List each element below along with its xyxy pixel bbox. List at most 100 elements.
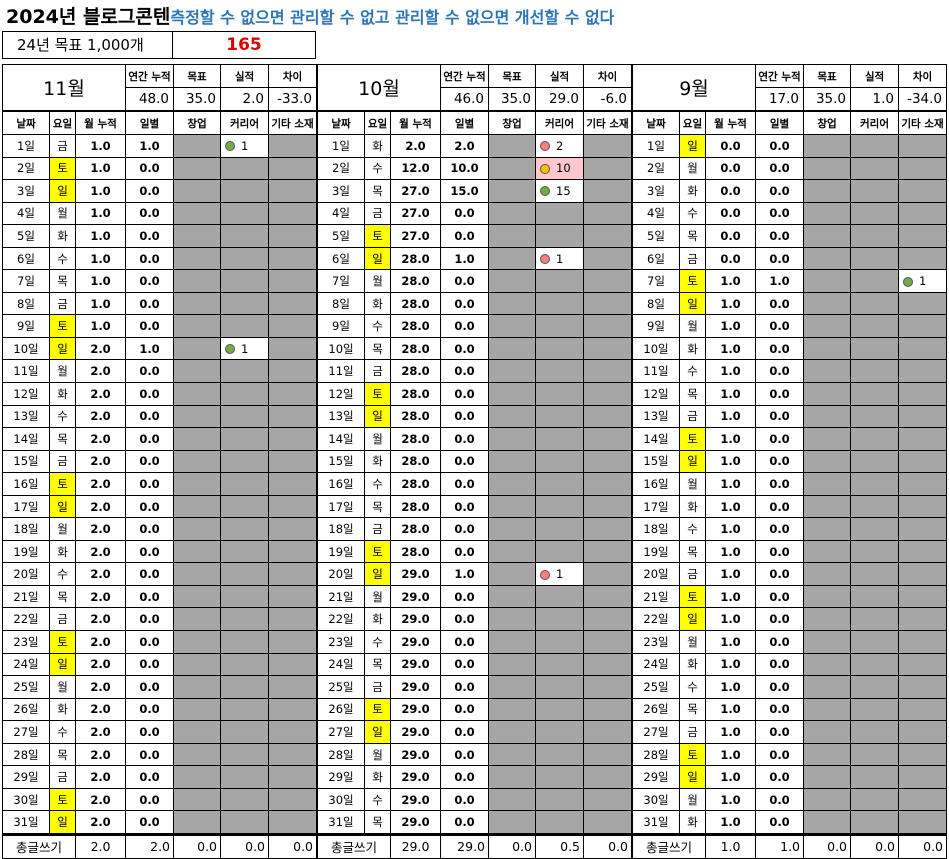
startup-cell[interactable] bbox=[173, 404, 221, 429]
diff-header[interactable]: 차이 bbox=[898, 64, 948, 88]
startup-cell[interactable] bbox=[488, 652, 536, 677]
daily-cell[interactable]: 0.0 bbox=[440, 201, 489, 226]
date-cell[interactable]: 14일 bbox=[2, 427, 50, 451]
diff-header[interactable]: 차이 bbox=[268, 64, 318, 88]
daily-cell[interactable]: 0.0 bbox=[755, 607, 804, 632]
etc-cell[interactable] bbox=[898, 584, 947, 609]
dow-cell[interactable]: 금 bbox=[364, 517, 391, 541]
daily-cell[interactable]: 0.0 bbox=[440, 607, 489, 632]
dow-cell[interactable]: 화 bbox=[679, 179, 706, 203]
month-cum-cell[interactable]: 1.0 bbox=[705, 652, 756, 677]
month-cum-cell[interactable]: 2.0 bbox=[75, 607, 126, 632]
date-cell[interactable]: 15일 bbox=[632, 449, 680, 474]
date-cell[interactable]: 12일 bbox=[2, 382, 50, 406]
date-cell[interactable]: 31일 bbox=[632, 810, 680, 834]
career-cell[interactable] bbox=[220, 539, 269, 564]
etc-cell[interactable] bbox=[268, 607, 317, 632]
startup-cell[interactable] bbox=[173, 584, 221, 609]
date-cell[interactable]: 24일 bbox=[2, 652, 50, 677]
career-cell[interactable] bbox=[535, 336, 584, 361]
month-cum-cell[interactable]: 2.0 bbox=[75, 630, 126, 654]
dow-cell[interactable]: 화 bbox=[49, 539, 76, 564]
daily-cell[interactable]: 0.0 bbox=[125, 179, 174, 203]
daily-cell[interactable]: 0.0 bbox=[440, 720, 489, 744]
total-etc[interactable]: 0.0 bbox=[583, 833, 633, 859]
career-cell[interactable] bbox=[535, 539, 584, 564]
dow-cell[interactable]: 수 bbox=[49, 562, 76, 586]
dow-cell[interactable]: 일 bbox=[49, 494, 76, 519]
etc-cell[interactable] bbox=[583, 134, 632, 158]
startup-cell[interactable] bbox=[488, 382, 536, 406]
dow-cell[interactable]: 목 bbox=[364, 179, 391, 203]
career-cell[interactable] bbox=[850, 224, 899, 248]
daily-cell[interactable]: 0.0 bbox=[125, 765, 174, 789]
month-cum-cell[interactable]: 1.0 bbox=[75, 179, 126, 203]
etc-header[interactable]: 기타 소재 bbox=[268, 111, 317, 135]
month-name[interactable]: 11월 bbox=[1, 64, 127, 111]
startup-cell[interactable] bbox=[803, 810, 851, 834]
annual-cum-value[interactable]: 48.0 bbox=[125, 87, 175, 111]
daily-cell[interactable]: 0.0 bbox=[125, 720, 174, 744]
etc-cell[interactable] bbox=[268, 201, 317, 226]
etc-cell[interactable] bbox=[898, 810, 947, 834]
startup-cell[interactable] bbox=[803, 404, 851, 429]
date-cell[interactable]: 25일 bbox=[632, 675, 680, 699]
startup-cell[interactable] bbox=[803, 517, 851, 541]
dow-cell[interactable]: 일 bbox=[679, 607, 706, 632]
month-cum-cell[interactable]: 2.0 bbox=[75, 494, 126, 519]
career-cell[interactable] bbox=[220, 765, 269, 789]
total-label[interactable]: 총글쓰기 bbox=[1, 833, 77, 859]
dow-cell[interactable]: 일 bbox=[679, 134, 706, 158]
dow-cell[interactable]: 목 bbox=[49, 427, 76, 451]
startup-cell[interactable] bbox=[803, 291, 851, 316]
etc-cell[interactable] bbox=[268, 787, 317, 812]
diff-value[interactable]: -34.0 bbox=[898, 87, 948, 111]
month-cum-cell[interactable]: 27.0 bbox=[390, 179, 441, 203]
month-cum-cell[interactable]: 2.0 bbox=[75, 336, 126, 361]
date-cell[interactable]: 3일 bbox=[2, 179, 50, 203]
daily-cell[interactable]: 0.0 bbox=[440, 472, 489, 496]
annual-cum-header[interactable]: 연간 누적 bbox=[125, 64, 175, 88]
career-cell[interactable] bbox=[850, 269, 899, 293]
startup-cell[interactable] bbox=[803, 449, 851, 474]
etc-cell[interactable] bbox=[583, 742, 632, 767]
startup-cell[interactable] bbox=[173, 494, 221, 519]
month-name[interactable]: 10월 bbox=[316, 64, 442, 111]
career-cell[interactable] bbox=[535, 201, 584, 226]
daily-cell[interactable]: 0.0 bbox=[125, 810, 174, 834]
career-cell[interactable]: 1 bbox=[535, 246, 584, 271]
month-cum-cell[interactable]: 1.0 bbox=[75, 291, 126, 316]
month-cum-cell[interactable]: 1.0 bbox=[705, 584, 756, 609]
daily-cell[interactable]: 0.0 bbox=[125, 584, 174, 609]
startup-cell[interactable] bbox=[173, 314, 221, 338]
month-cum-cell[interactable]: 2.0 bbox=[75, 697, 126, 722]
date-cell[interactable]: 31일 bbox=[2, 810, 50, 834]
month-cum-cell[interactable]: 28.0 bbox=[390, 517, 441, 541]
etc-cell[interactable] bbox=[583, 810, 632, 834]
date-cell[interactable]: 13일 bbox=[632, 404, 680, 429]
date-cell[interactable]: 10일 bbox=[2, 336, 50, 361]
career-cell[interactable] bbox=[220, 675, 269, 699]
dow-cell[interactable]: 목 bbox=[364, 494, 391, 519]
month-cum-cell[interactable]: 29.0 bbox=[390, 742, 441, 767]
etc-cell[interactable] bbox=[583, 765, 632, 789]
month-cum-cell[interactable]: 29.0 bbox=[390, 607, 441, 632]
dow-cell[interactable]: 일 bbox=[364, 562, 391, 586]
startup-cell[interactable] bbox=[488, 675, 536, 699]
career-cell[interactable] bbox=[535, 494, 584, 519]
month-cum-cell[interactable]: 1.0 bbox=[705, 427, 756, 451]
dow-cell[interactable]: 금 bbox=[49, 134, 76, 158]
etc-cell[interactable] bbox=[268, 336, 317, 361]
dow-cell[interactable]: 월 bbox=[679, 156, 706, 181]
daily-cell[interactable]: 0.0 bbox=[125, 494, 174, 519]
startup-cell[interactable] bbox=[173, 652, 221, 677]
date-cell[interactable]: 16일 bbox=[2, 472, 50, 496]
dow-cell[interactable]: 일 bbox=[49, 652, 76, 677]
month-cum-cell[interactable]: 2.0 bbox=[75, 404, 126, 429]
date-cell[interactable]: 27일 bbox=[2, 720, 50, 744]
dow-cell[interactable]: 월 bbox=[49, 201, 76, 226]
career-cell[interactable] bbox=[850, 314, 899, 338]
career-cell[interactable] bbox=[535, 697, 584, 722]
career-cell[interactable] bbox=[850, 720, 899, 744]
etc-cell[interactable] bbox=[583, 787, 632, 812]
